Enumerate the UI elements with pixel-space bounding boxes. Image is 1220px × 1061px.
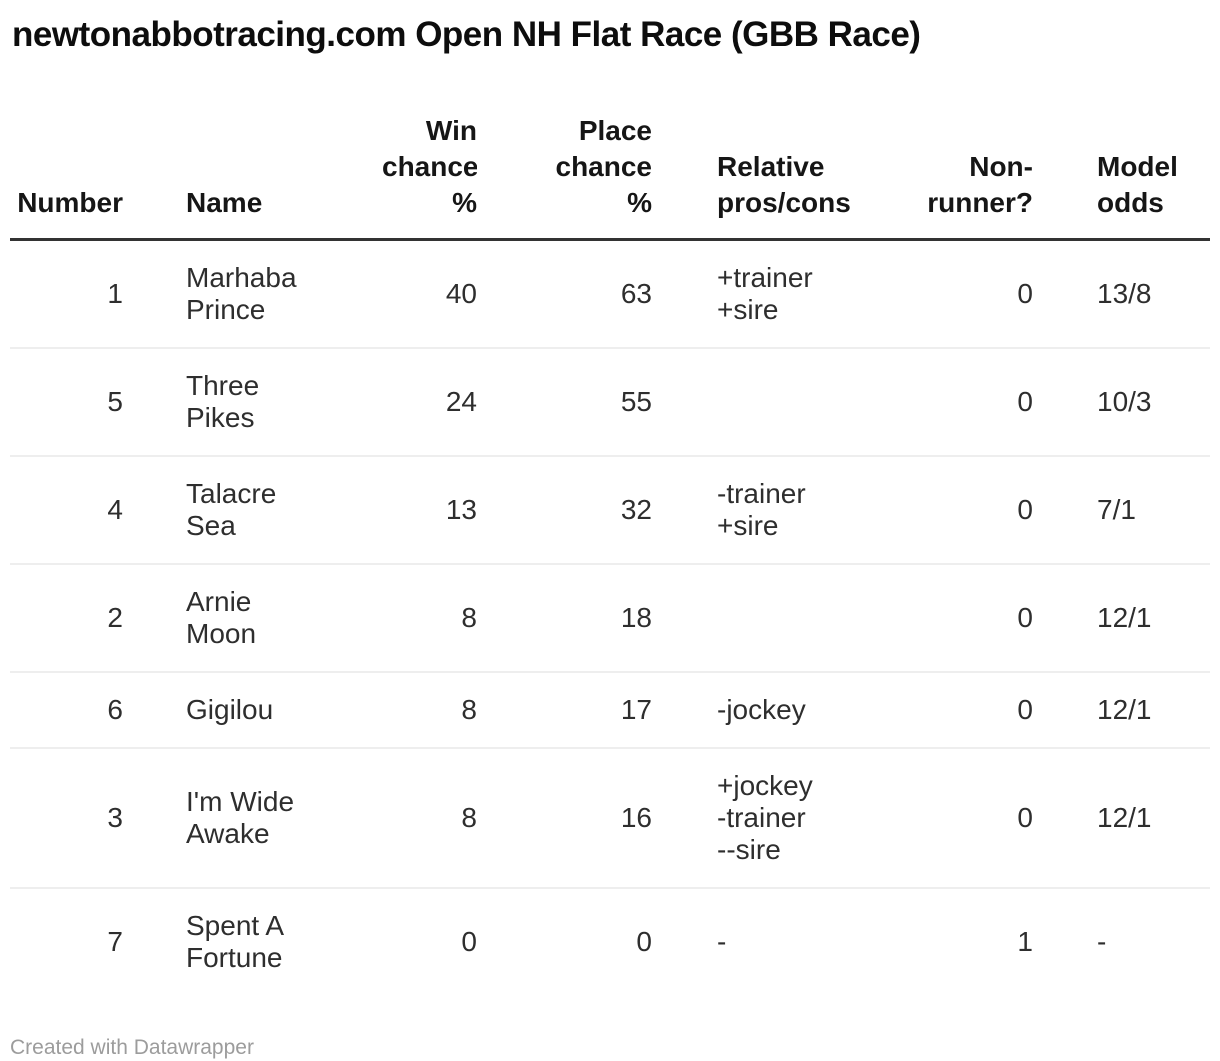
col-header-name: Name	[186, 187, 263, 218]
header-row: Number Name Win chance % Place chance % …	[10, 57, 1210, 240]
cell-place-chance: 18	[620, 602, 652, 633]
cell-model-odds: -	[1097, 926, 1107, 957]
table-row: 1 Marhaba Prince 40 63 +trainer +sire 0 …	[10, 240, 1210, 348]
cell-non-runner: 0	[1017, 694, 1033, 725]
attribution-text: Created with Datawrapper	[10, 1036, 254, 1059]
table-row: 4 Talacre Sea 13 32 -trainer +sire 0 7/1	[10, 456, 1210, 564]
cell-non-runner: 1	[1017, 926, 1033, 957]
cell-name: Spent A Fortune	[186, 910, 285, 973]
cell-number: 3	[107, 802, 123, 833]
cell-place-chance: 17	[620, 694, 652, 725]
table-header: Number Name Win chance % Place chance % …	[10, 57, 1210, 240]
table-body: 1 Marhaba Prince 40 63 +trainer +sire 0 …	[10, 240, 1210, 996]
cell-model-odds: 13/8	[1097, 278, 1152, 309]
cell-pros-cons	[652, 564, 892, 672]
cell-win-chance: 8	[461, 802, 477, 833]
cell-win-chance: 8	[461, 694, 477, 725]
cell-model-odds: 12/1	[1097, 802, 1152, 833]
cell-number: 6	[107, 694, 123, 725]
cell-name: Three Pikes	[186, 370, 260, 433]
race-table: Number Name Win chance % Place chance % …	[10, 57, 1210, 995]
col-header-win-chance: Win chance %	[382, 115, 477, 218]
cell-model-odds: 10/3	[1097, 386, 1152, 417]
cell-model-odds: 7/1	[1097, 494, 1136, 525]
cell-non-runner: 0	[1017, 494, 1033, 525]
table-row: 3 I'm Wide Awake 8 16 +jockey -trainer -…	[10, 748, 1210, 888]
cell-pros-cons	[652, 348, 892, 456]
cell-model-odds: 12/1	[1097, 694, 1152, 725]
cell-name: Arnie Moon	[186, 586, 257, 649]
cell-pros-cons: +jockey -trainer --sire	[717, 770, 813, 865]
cell-name: I'm Wide Awake	[186, 786, 295, 849]
cell-win-chance: 8	[461, 602, 477, 633]
cell-place-chance: 16	[620, 802, 652, 833]
cell-number: 5	[107, 386, 123, 417]
col-header-number: Number	[17, 187, 123, 218]
cell-name: Talacre Sea	[186, 478, 277, 541]
table-row: 5 Three Pikes 24 55 0 10/3	[10, 348, 1210, 456]
cell-pros-cons: -trainer +sire	[717, 478, 806, 541]
cell-number: 1	[107, 278, 123, 309]
cell-number: 7	[107, 926, 123, 957]
cell-place-chance: 55	[620, 386, 652, 417]
cell-win-chance: 24	[445, 386, 477, 417]
cell-non-runner: 0	[1017, 602, 1033, 633]
cell-place-chance: 32	[620, 494, 652, 525]
cell-win-chance: 40	[445, 278, 477, 309]
cell-number: 4	[107, 494, 123, 525]
cell-pros-cons: -	[717, 926, 727, 957]
cell-number: 2	[107, 602, 123, 633]
col-header-model-odds: Model odds	[1097, 151, 1178, 218]
cell-non-runner: 0	[1017, 802, 1033, 833]
chart-title: newtonabbotracing.com Open NH Flat Race …	[12, 15, 921, 54]
cell-place-chance: 63	[620, 278, 652, 309]
col-header-place-chance: Place chance %	[555, 115, 653, 218]
cell-model-odds: 12/1	[1097, 602, 1152, 633]
cell-name: Gigilou	[186, 694, 274, 725]
cell-win-chance: 0	[461, 926, 477, 957]
cell-non-runner: 0	[1017, 278, 1033, 309]
col-header-pros-cons: Relative pros/cons	[717, 151, 851, 218]
table-row: 7 Spent A Fortune 0 0 - 1 -	[10, 888, 1210, 995]
cell-pros-cons: +trainer +sire	[717, 262, 813, 325]
datawrapper-table-embed: newtonabbotracing.com Open NH Flat Race …	[10, 13, 1210, 1061]
cell-non-runner: 0	[1017, 386, 1033, 417]
cell-win-chance: 13	[445, 494, 477, 525]
cell-place-chance: 0	[636, 926, 652, 957]
cell-name: Marhaba Prince	[186, 262, 297, 325]
table-row: 2 Arnie Moon 8 18 0 12/1	[10, 564, 1210, 672]
cell-pros-cons: -jockey	[717, 694, 806, 725]
table-row: 6 Gigilou 8 17 -jockey 0 12/1	[10, 672, 1210, 748]
col-header-non-runner: Non- runner?	[927, 151, 1033, 218]
